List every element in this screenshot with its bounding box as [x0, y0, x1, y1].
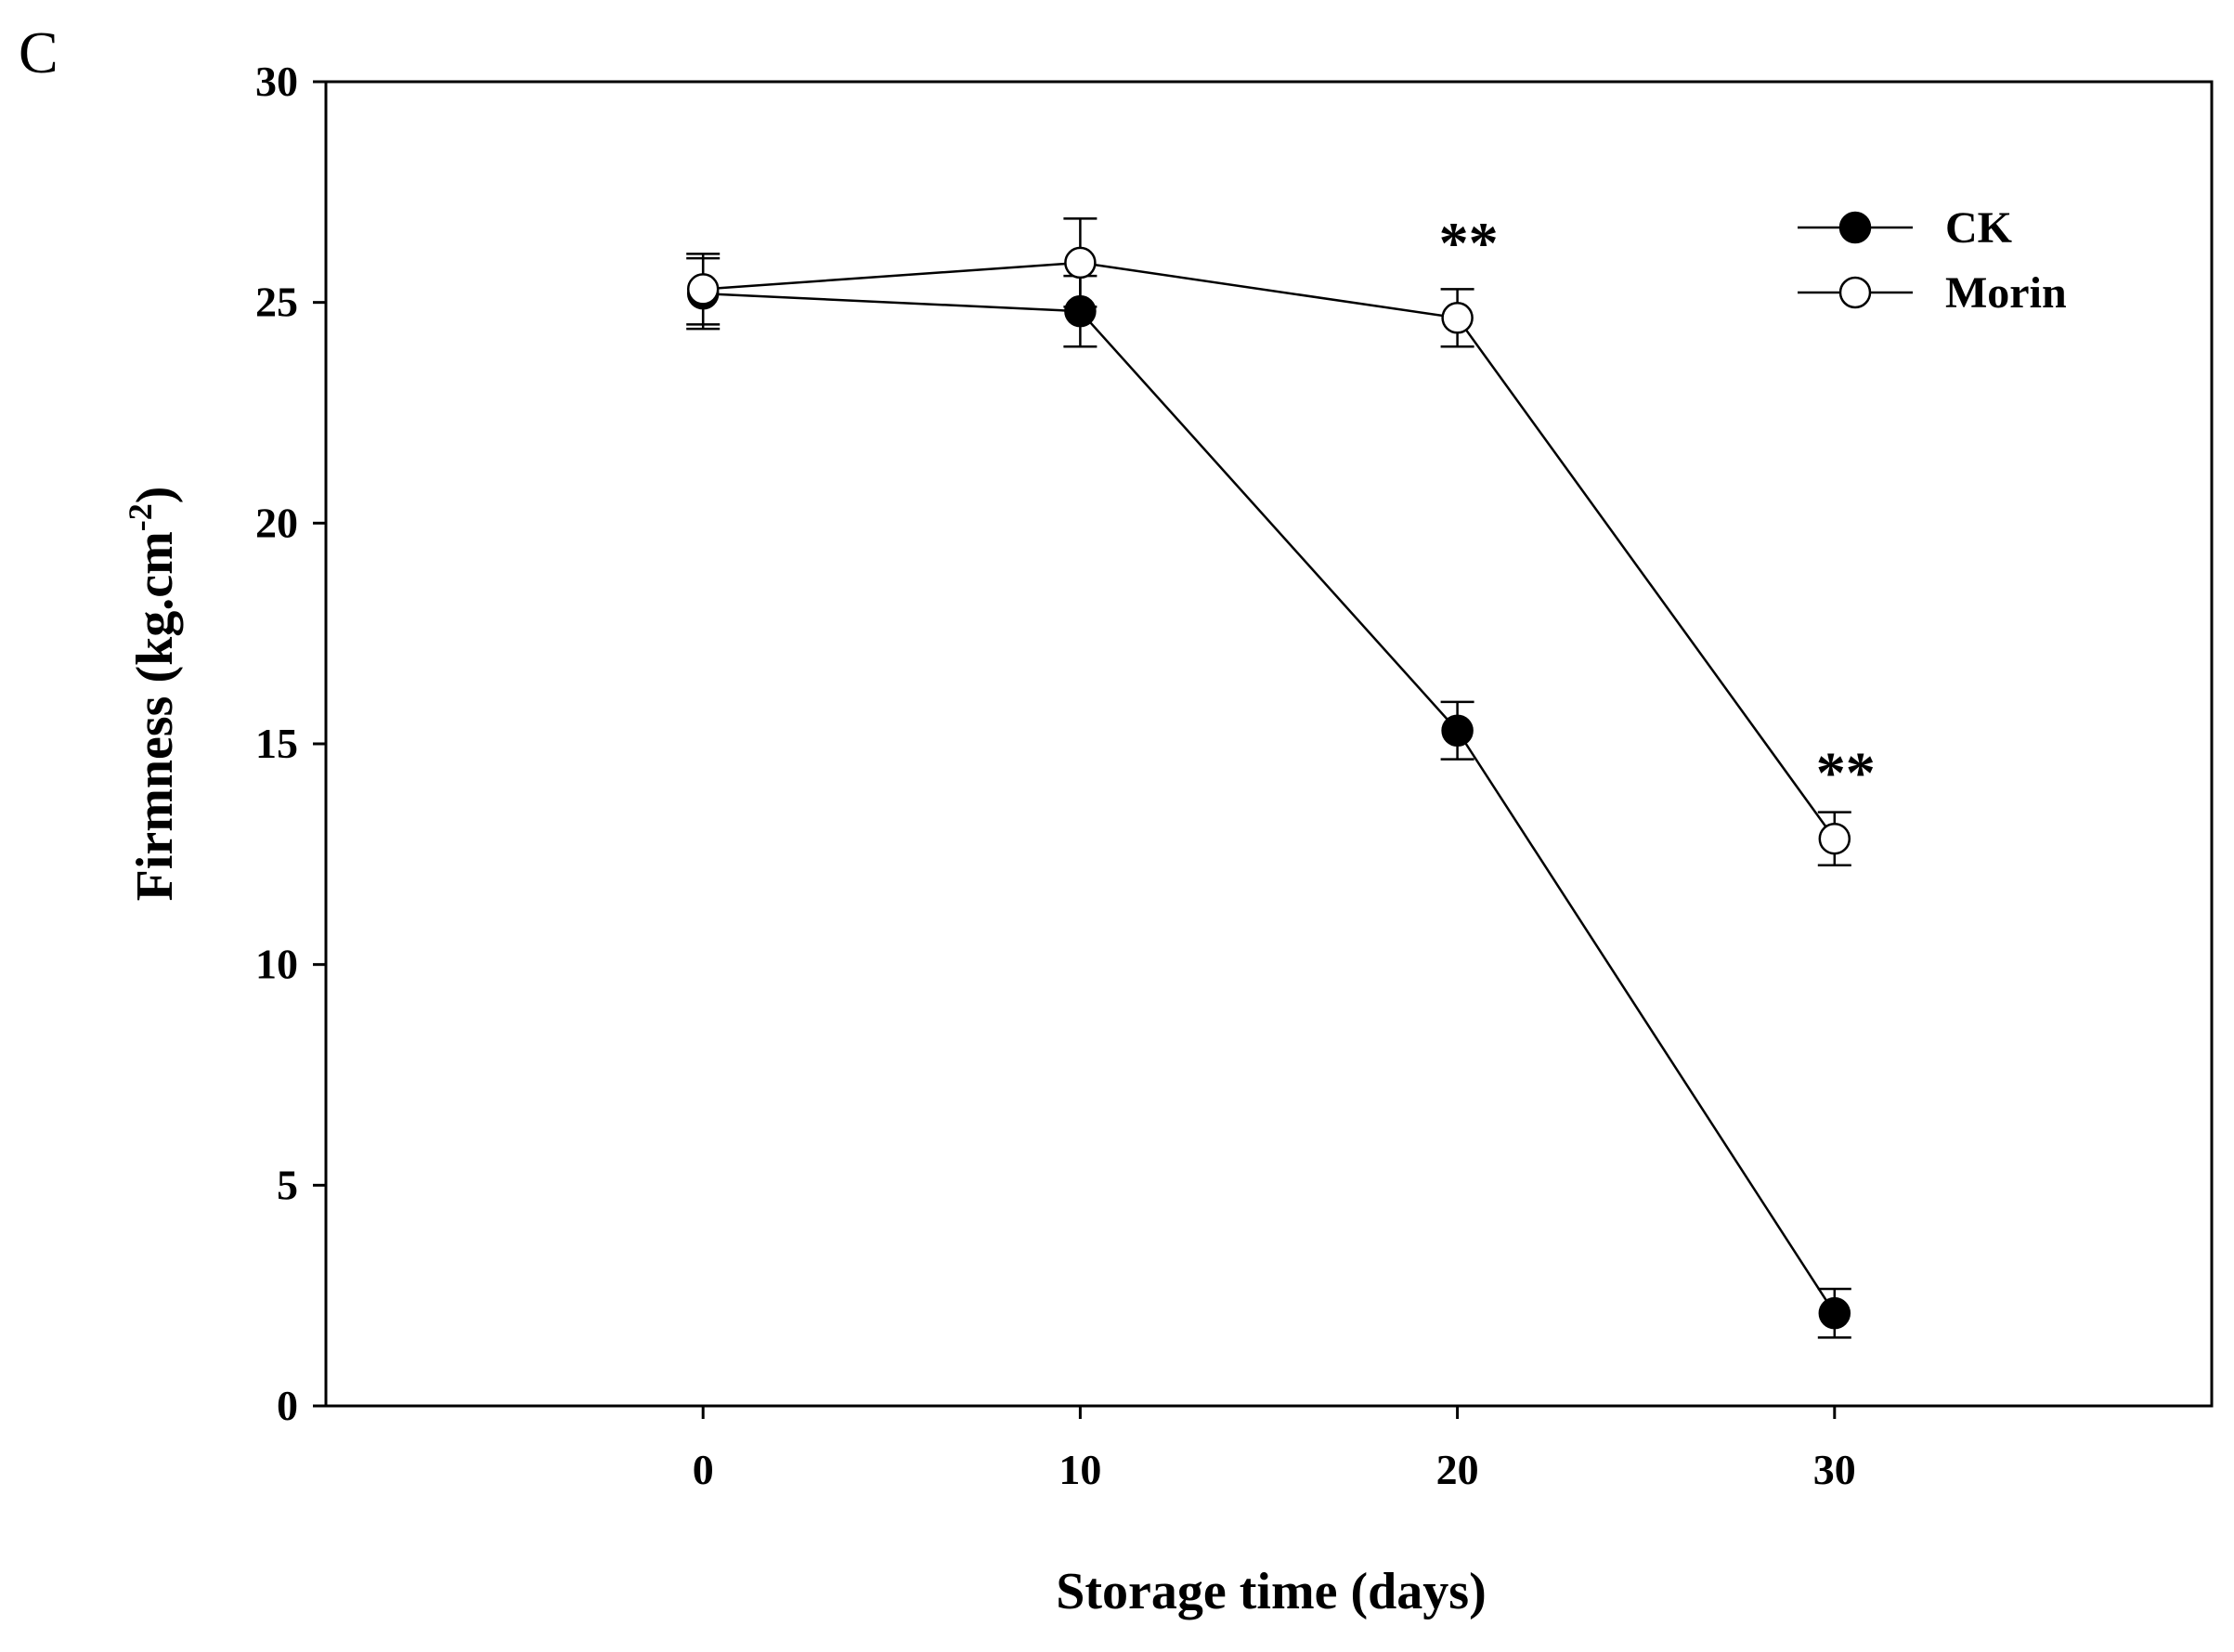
significance-marker: ** — [1816, 740, 1876, 806]
annotation-layer: ** ** — [1439, 210, 1876, 805]
legend-item-ck: CK — [1798, 203, 2012, 253]
y-tick-label: 15 — [255, 720, 298, 767]
y-axis-title: Firmness (kg.cm-2) — [122, 487, 184, 902]
series-line — [703, 261, 1836, 839]
x-tick-label: 10 — [1059, 1446, 1101, 1493]
y-tick-label: 20 — [255, 499, 298, 546]
legend-marker — [1838, 276, 1872, 309]
y-tick-label: 30 — [255, 58, 298, 105]
y-tick-label: 5 — [277, 1161, 298, 1208]
y-tick-label: 10 — [255, 941, 298, 988]
y-axis: 0 5 10 15 20 25 30 — [255, 58, 326, 1429]
series-line — [703, 292, 1836, 1314]
x-tick-label: 30 — [1813, 1446, 1856, 1493]
significance-marker: ** — [1439, 210, 1499, 276]
legend-label: Morin — [1945, 268, 2067, 318]
y-axis-title-text: Firmness (kg.cm — [126, 531, 184, 901]
legend: CK Morin — [1798, 203, 2067, 318]
data-point — [1818, 822, 1851, 855]
legend-item-morin: Morin — [1798, 268, 2067, 318]
data-point — [1441, 714, 1474, 747]
data-point — [686, 273, 720, 306]
x-tick-label: 20 — [1436, 1446, 1479, 1493]
series-layer — [686, 217, 1851, 1339]
panel-label: C — [19, 20, 58, 85]
x-axis: 0 10 20 30 — [693, 1406, 1856, 1493]
y-tick-label: 0 — [277, 1382, 298, 1429]
series-ck — [686, 256, 1851, 1339]
y-tick-label: 25 — [255, 279, 298, 326]
legend-label: CK — [1945, 203, 2012, 253]
data-point — [1064, 246, 1097, 280]
plot-frame — [324, 80, 2214, 1408]
x-axis-title: Storage time (days) — [1056, 1563, 1486, 1620]
y-axis-title-close: ) — [126, 487, 184, 504]
data-point — [1818, 1296, 1851, 1330]
legend-marker — [1838, 211, 1872, 244]
x-tick-label: 0 — [693, 1446, 714, 1493]
plot-border — [324, 80, 2214, 1408]
y-axis-title-superscript: -2 — [122, 503, 159, 531]
series-morin — [686, 217, 1851, 866]
data-point — [1441, 302, 1474, 334]
